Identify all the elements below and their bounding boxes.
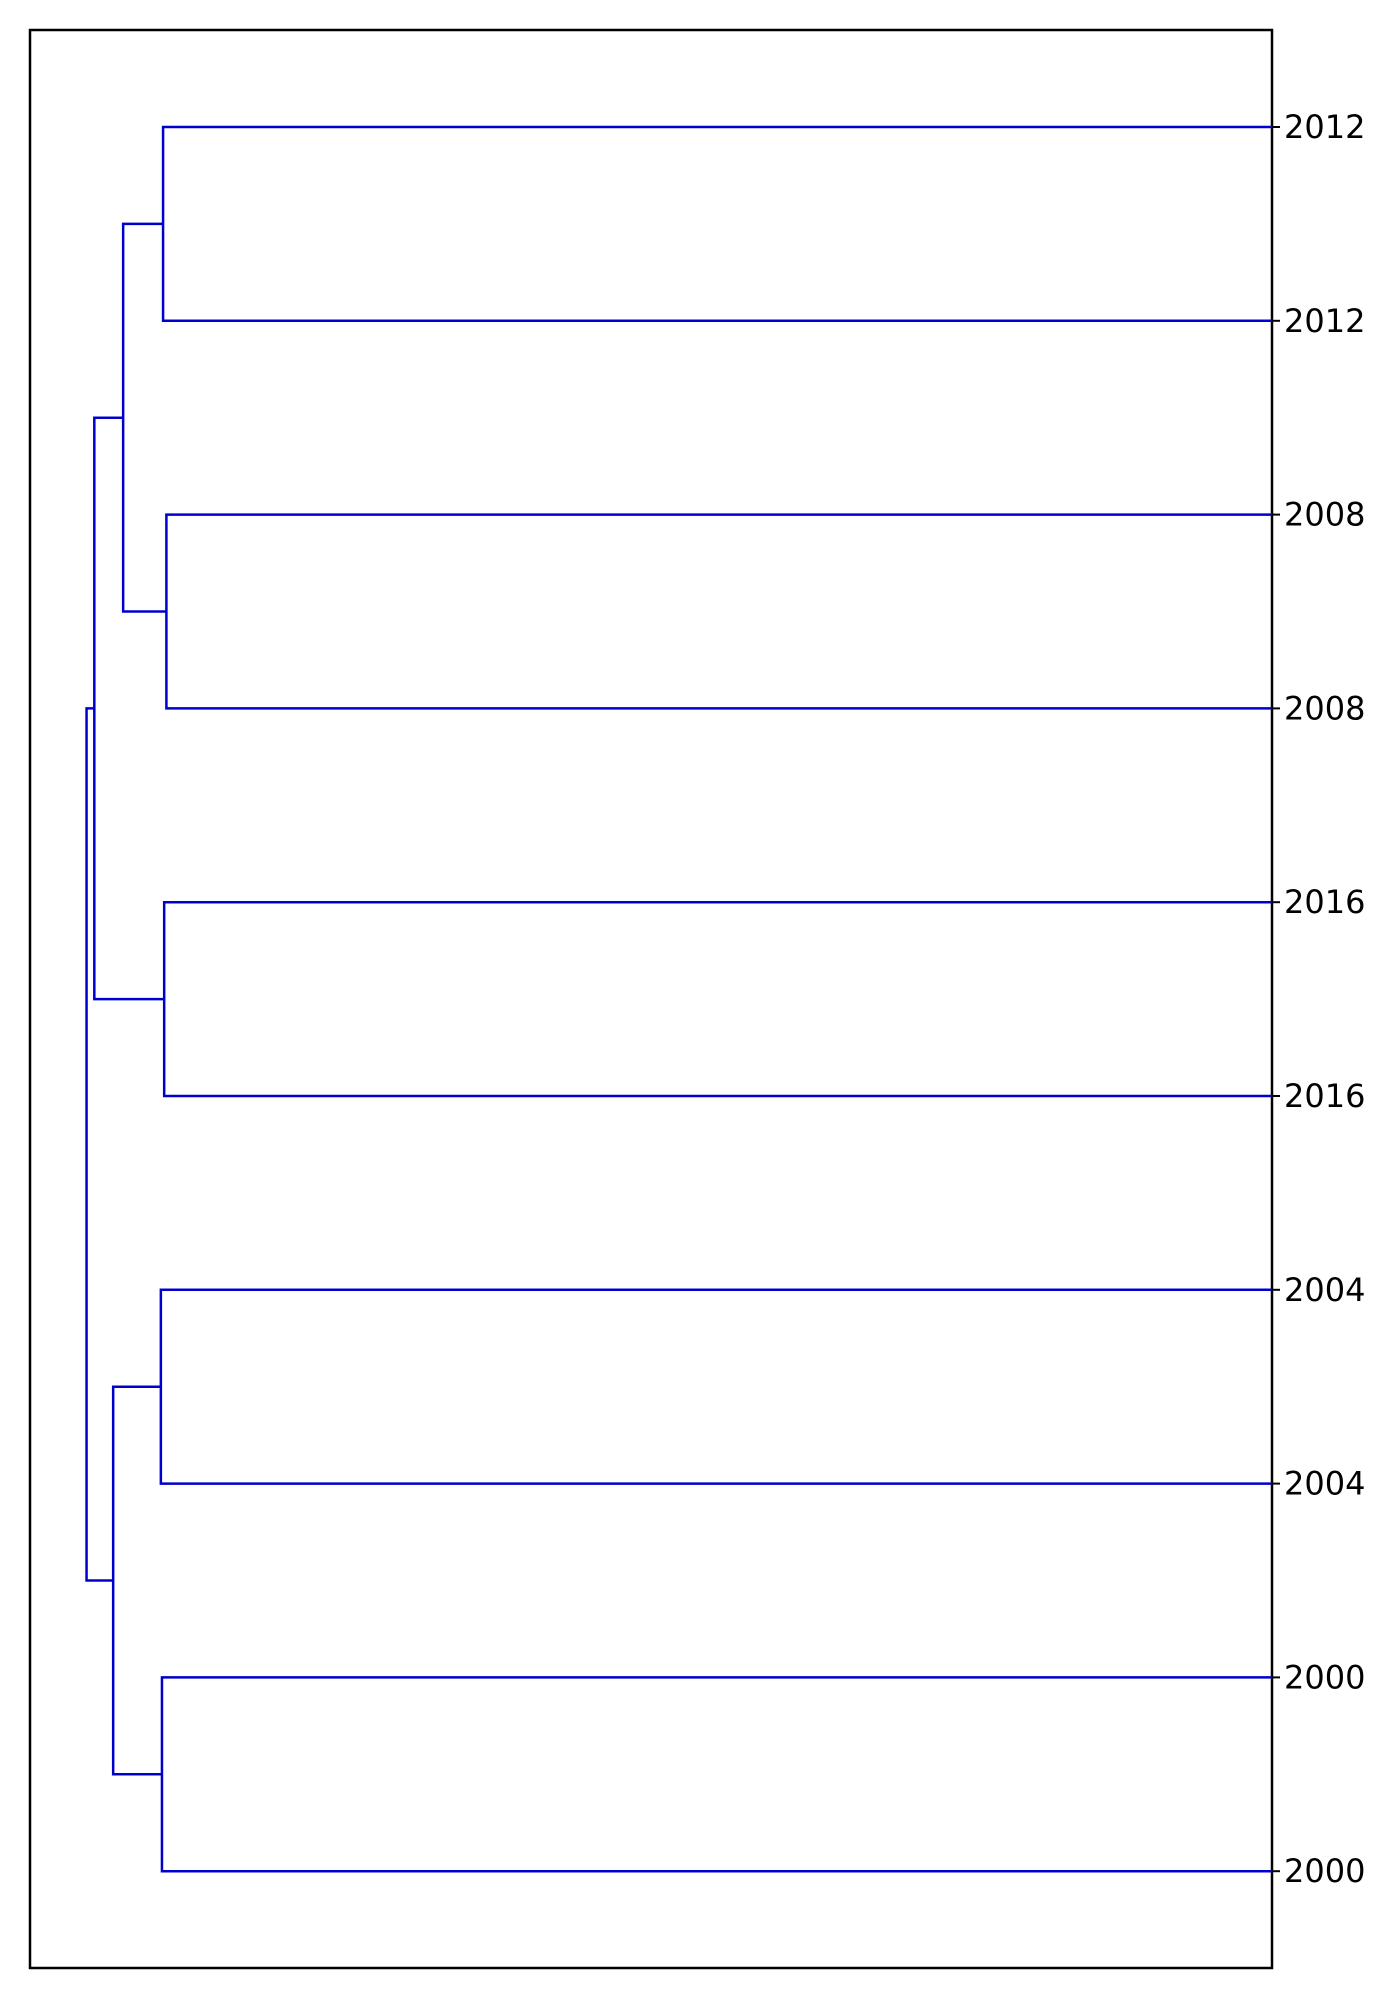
dendrogram-link-5 [121,222,167,613]
leaf-label: 2004 [1284,1465,1365,1503]
dendrogram-links [85,125,1272,1873]
dendrogram-link-0 [161,125,1272,323]
leaf-label: 2008 [1284,496,1365,534]
leaf-label: 2012 [1284,302,1365,340]
leaf-label: 2016 [1284,1077,1365,1115]
dendrogram-link-1 [165,513,1272,710]
leaf-label: 2004 [1284,1271,1365,1309]
leaf-label: 2000 [1284,1658,1365,1696]
leaf-labels: 2012 2012 2008 2008 2016 2016 2004 2004 2000 2000 [1272,108,1365,1890]
dendrogram-link-6 [93,416,165,1001]
leaf-label: 2008 [1284,689,1365,727]
dendrogram-link-7 [111,1385,162,1776]
leaf-label: 2012 [1284,108,1365,146]
plot-frame [28,28,1274,1970]
dendrogram-link-8 [85,707,114,1582]
dendrogram-link-3 [159,1288,1272,1485]
leaf-label: 2000 [1284,1852,1365,1890]
dendrogram-link-2 [162,900,1272,1098]
dendrogram-link-4 [160,1676,1272,1873]
leaf-label: 2016 [1284,883,1365,921]
